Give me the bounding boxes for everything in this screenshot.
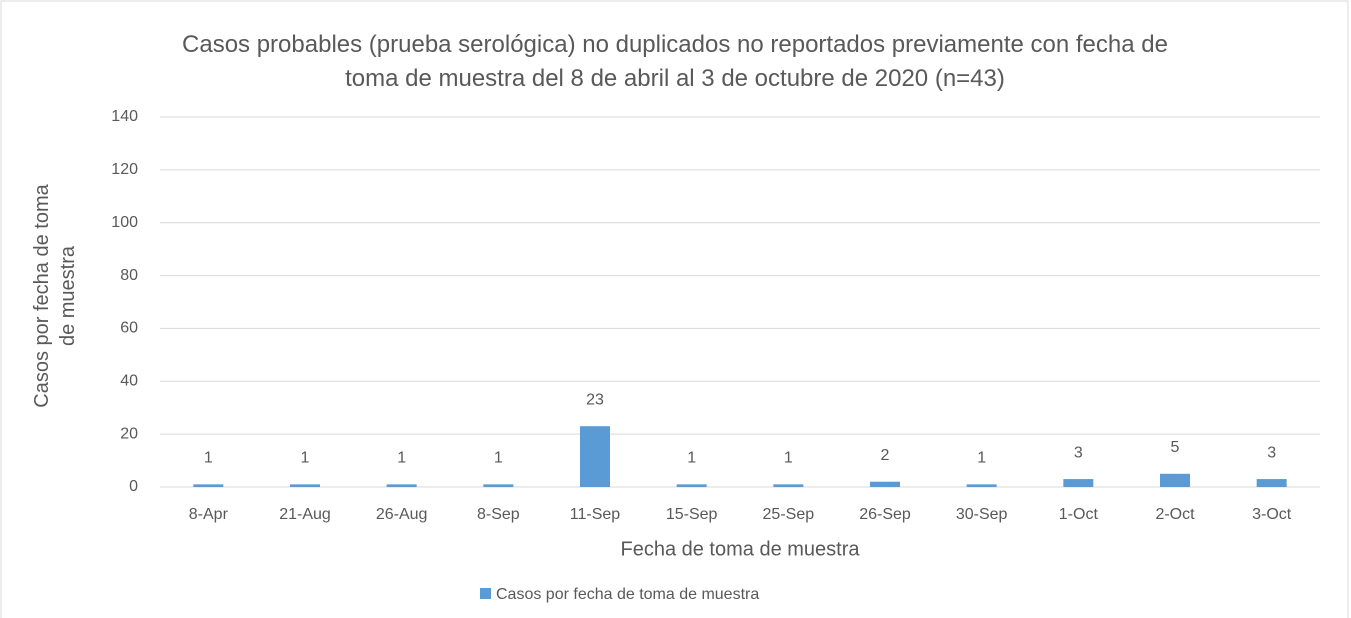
x-tick-label: 25-Sep — [763, 506, 815, 523]
x-axis-label: Fecha de toma de muestra — [620, 538, 860, 560]
x-tick-label: 3-Oct — [1252, 506, 1292, 523]
bar — [580, 426, 610, 487]
data-label: 3 — [1074, 444, 1083, 461]
bar — [193, 484, 224, 487]
bar — [773, 484, 804, 487]
y-tick-label: 60 — [120, 320, 138, 337]
x-tick-label: 8-Apr — [189, 506, 229, 523]
data-label: 1 — [977, 450, 986, 467]
x-tick-label: 30-Sep — [956, 506, 1008, 523]
data-label: 23 — [586, 391, 604, 408]
bar — [966, 484, 997, 487]
x-tick-label: 2-Oct — [1155, 506, 1195, 523]
x-tick-label: 26-Aug — [376, 506, 428, 523]
bar — [1256, 479, 1287, 487]
x-tick-label: 8-Sep — [477, 506, 520, 523]
data-label: 1 — [687, 450, 696, 467]
bar — [290, 484, 320, 487]
bar — [483, 484, 514, 487]
bar — [870, 481, 900, 487]
x-tick-label: 1-Oct — [1059, 506, 1099, 523]
data-label: 2 — [881, 447, 890, 464]
legend-swatch — [480, 588, 491, 599]
data-label: 3 — [1267, 444, 1276, 461]
data-label: 5 — [1171, 439, 1180, 456]
data-label: 1 — [301, 450, 310, 467]
y-axis-label: Casos por fecha de toma de muestra — [31, 184, 79, 408]
y-tick-label: 100 — [111, 214, 138, 231]
data-label: 1 — [784, 450, 793, 467]
data-label: 1 — [204, 450, 213, 467]
y-tick-label: 20 — [120, 425, 138, 442]
bar — [676, 484, 707, 487]
y-tick-label: 120 — [111, 161, 138, 178]
y-tick-label: 0 — [129, 478, 138, 495]
y-tick-label: 40 — [120, 373, 138, 390]
x-tick-label: 26-Sep — [859, 506, 911, 523]
x-tick-label: 15-Sep — [666, 506, 718, 523]
bar — [1160, 473, 1190, 487]
bar — [386, 484, 417, 487]
data-label: 1 — [494, 450, 503, 467]
data-label: 1 — [397, 450, 406, 467]
bar — [1063, 479, 1094, 487]
y-tick-label: 140 — [111, 108, 138, 125]
x-tick-label: 21-Aug — [279, 506, 331, 523]
chart-title: Casos probables (prueba serológica) no d… — [182, 31, 1168, 92]
legend-label: Casos por fecha de toma de muestra — [496, 586, 759, 603]
y-tick-label: 80 — [120, 267, 138, 284]
x-tick-label: 11-Sep — [570, 506, 621, 523]
